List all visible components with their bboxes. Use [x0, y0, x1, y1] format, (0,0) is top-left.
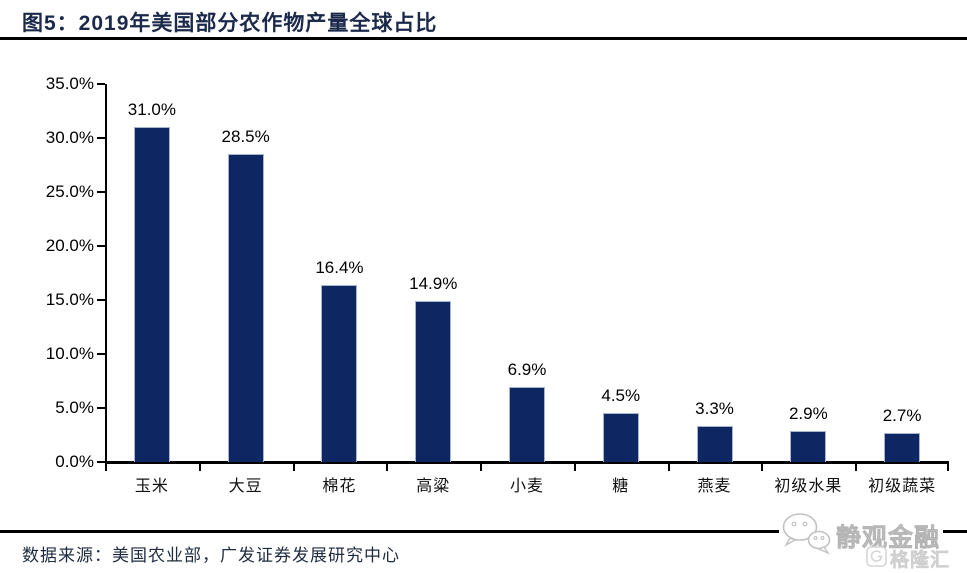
bar-value-label: 31.0%	[127, 100, 176, 120]
bar-value-label: 16.4%	[315, 257, 364, 277]
y-axis-tick-label: 5.0%	[55, 398, 94, 417]
bar-value-label: 2.9%	[788, 403, 828, 423]
y-axis-tick	[97, 245, 105, 247]
y-axis-tick-label: 15.0%	[45, 290, 94, 309]
y-axis-tick	[97, 461, 105, 463]
gelonghui-logo-icon	[866, 545, 887, 572]
data-source-text: 数据来源：美国农业部，广发证券发展研究中心	[22, 546, 400, 566]
x-axis-line	[105, 461, 949, 464]
bar-玉米	[133, 127, 170, 462]
gelonghui-watermark: 格隆汇	[866, 545, 950, 572]
x-category-label: 大豆	[228, 476, 263, 495]
x-axis-tick	[573, 463, 576, 471]
y-axis-tick	[97, 299, 105, 301]
bar-高粱	[415, 301, 452, 462]
x-category-label: 小麦	[509, 476, 544, 495]
x-category-label: 初级水果	[774, 476, 843, 495]
x-axis-tick	[292, 463, 295, 471]
wechat-watermark: 静观金融	[779, 511, 944, 560]
y-axis-tick-label: 0.0%	[55, 452, 94, 471]
x-category-label: 棉花	[322, 476, 357, 495]
y-axis-line	[105, 84, 107, 463]
title-divider-rule	[0, 37, 967, 40]
y-axis-tick-label: 25.0%	[45, 182, 94, 201]
bar-value-label: 14.9%	[409, 274, 458, 294]
bar-小麦	[509, 387, 545, 462]
x-category-label: 初级蔬菜	[868, 476, 937, 495]
x-axis-tick	[480, 463, 483, 471]
bar-value-label: 4.5%	[601, 386, 641, 406]
x-axis-tick	[667, 463, 670, 471]
x-category-label: 糖	[612, 476, 630, 495]
bar-value-label: 6.9%	[507, 360, 547, 380]
bar-燕麦	[696, 426, 733, 462]
footer-divider-rule	[0, 530, 967, 533]
y-axis-tick-label: 10.0%	[45, 344, 94, 363]
y-axis-tick	[97, 191, 105, 193]
y-axis-tick	[97, 137, 105, 139]
y-axis-tick	[97, 83, 105, 85]
y-axis-tick-label: 30.0%	[45, 128, 94, 147]
wechat-chat-bubbles-icon	[779, 511, 833, 560]
y-axis-tick-label: 35.0%	[45, 74, 94, 93]
x-category-label: 高粱	[416, 476, 451, 495]
bar-value-label: 3.3%	[695, 399, 734, 419]
x-axis-tick	[198, 463, 201, 471]
x-axis-tick	[761, 463, 764, 471]
y-axis-tick-label: 20.0%	[45, 236, 94, 255]
gelonghui-watermark-label: 格隆汇	[890, 550, 951, 572]
bar-value-label: 2.7%	[882, 405, 922, 425]
y-axis-tick	[97, 407, 105, 409]
bar-大豆	[227, 154, 264, 462]
figure-title: 图5：2019年美国部分农作物产量全球占比	[22, 12, 438, 35]
x-axis-tick	[386, 463, 389, 471]
x-axis-tick	[947, 463, 949, 471]
bar-棉花	[321, 284, 358, 462]
bar-糖	[602, 413, 639, 462]
bar-初级水果	[790, 430, 827, 462]
x-category-label: 玉米	[134, 476, 169, 495]
x-axis-tick	[855, 463, 858, 471]
bar-初级蔬菜	[884, 432, 921, 462]
x-category-label: 燕麦	[697, 476, 732, 495]
y-axis-tick	[97, 353, 105, 355]
bar-value-label: 28.5%	[221, 127, 270, 147]
x-axis-tick	[105, 463, 107, 471]
wechat-watermark-label: 静观金融	[833, 517, 944, 554]
